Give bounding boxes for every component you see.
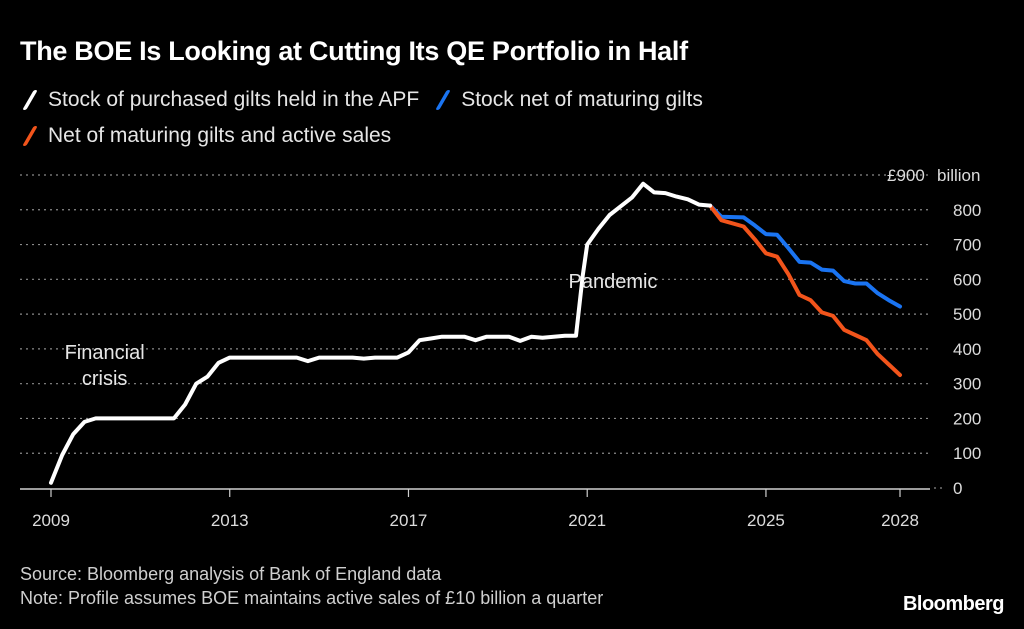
source-note: Source: Bloomberg analysis of Bank of En… [20, 564, 442, 584]
x-tick-label: 2028 [881, 511, 919, 530]
x-tick-label: 2013 [211, 511, 249, 530]
legend-row-1: Stock of purchased gilts held in the APF… [20, 88, 717, 112]
series-apf-stock [49, 181, 713, 485]
legend-row-2: Net of maturing gilts and active sales [20, 124, 405, 148]
y-unit-label: billion [937, 166, 980, 185]
y-tick-label: 600 [953, 270, 981, 289]
legend-label-apf: Stock of purchased gilts held in the APF [48, 88, 420, 111]
annotation-financial-crisis: Financial [65, 342, 145, 364]
y-tick-label: 500 [953, 305, 981, 324]
y-tick-label: 200 [953, 409, 981, 428]
y-tick-label: 100 [953, 444, 981, 463]
legend-label-net-maturing: Stock net of maturing gilts [461, 88, 703, 111]
legend-label-active-sales: Net of maturing gilts and active sales [48, 124, 392, 147]
chart-title: The BOE Is Looking at Cutting Its QE Por… [20, 36, 688, 66]
series-net-active-sales [708, 203, 902, 377]
legend-item-active-sales: Net of maturing gilts and active sales [20, 124, 391, 148]
bloomberg-logo: Bloomberg [902, 593, 1005, 615]
y-tick-label: 400 [953, 340, 981, 359]
footnote: Note: Profile assumes BOE maintains acti… [20, 588, 604, 608]
x-tick-label: 2009 [32, 511, 70, 530]
y-tick-label: £900 [887, 166, 925, 185]
annotation-pandemic: Pandemic [568, 271, 657, 293]
x-axis: 2009 2013 2017 2021 2025 2028 [20, 488, 930, 530]
series-net-maturing [708, 203, 902, 309]
x-tick-label: 2017 [390, 511, 428, 530]
x-tick-label: 2021 [568, 511, 606, 530]
grid-lines [20, 174, 944, 489]
y-axis-ticks: 0 100 200 300 400 500 600 700 800 £900 billion [887, 166, 981, 498]
series-lines [49, 181, 902, 485]
legend-item-apf: Stock of purchased gilts held in the APF [20, 88, 419, 112]
y-tick-label: 300 [953, 375, 981, 394]
y-tick-label: 800 [953, 201, 981, 220]
x-tick-label: 2025 [747, 511, 785, 530]
legend-item-net-maturing: Stock net of maturing gilts [433, 88, 703, 112]
annotations: Financial crisis Pandemic [65, 271, 658, 390]
annotation-financial-crisis: crisis [82, 368, 128, 390]
y-tick-label: 700 [953, 236, 981, 255]
y-tick-label: 0 [953, 479, 962, 498]
